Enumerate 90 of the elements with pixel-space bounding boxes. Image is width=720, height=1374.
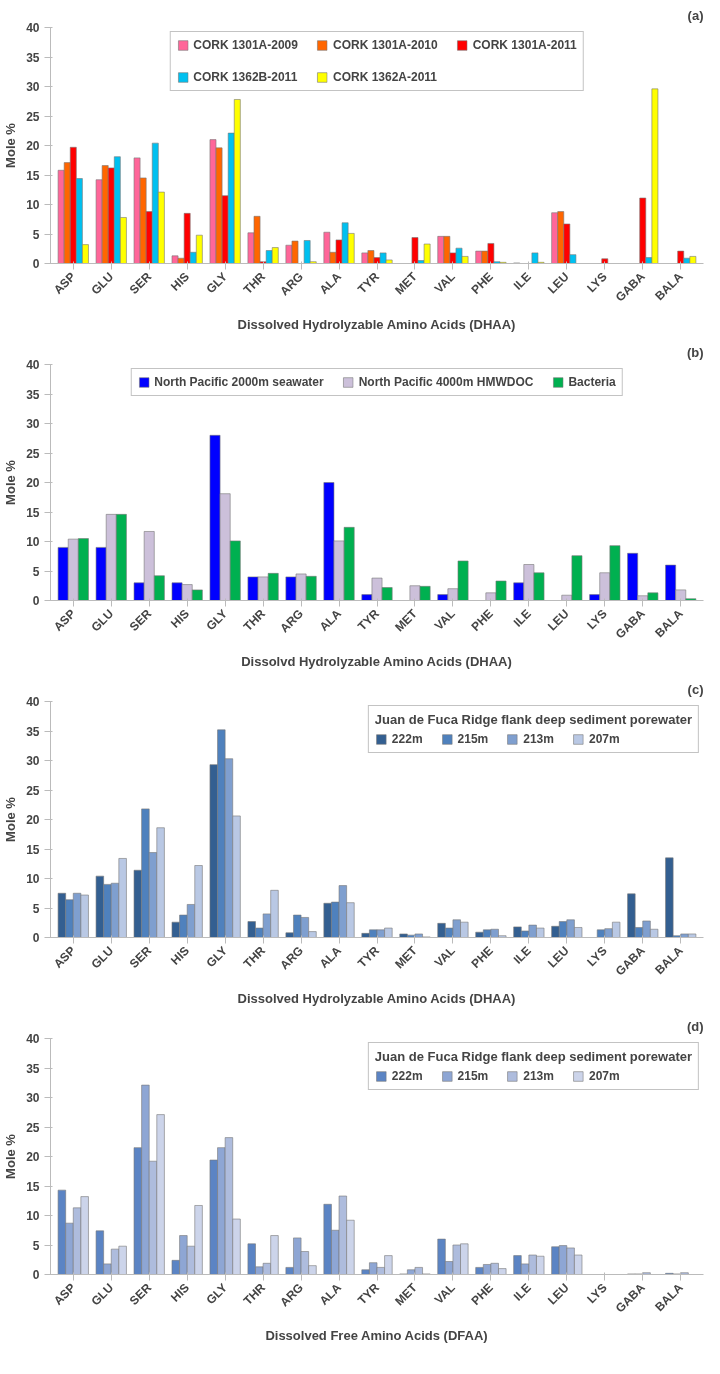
x-axis-title: Dissolved Hydrolyzable Amino Acids (DHAA) — [237, 991, 516, 1007]
x-tick-label: VAL — [431, 606, 458, 633]
y-tick-label: 0 — [32, 594, 40, 608]
y-tick-label: 20 — [26, 1150, 40, 1164]
y-tick-label: 10 — [26, 535, 40, 549]
y-tick-label: 5 — [32, 901, 40, 916]
y-tick-label: 30 — [26, 1091, 40, 1105]
y-tick-label: 25 — [26, 783, 40, 798]
legend-label: CORK 1301A-2009 — [193, 38, 298, 52]
y-tick-label: 20 — [26, 139, 40, 153]
x-axis-title: Dissolved Free Amino Acids (DFAA) — [265, 1328, 488, 1344]
legend-label: North Pacific 2000m seawater — [154, 375, 324, 389]
y-tick-label: 0 — [32, 257, 40, 271]
x-axis-title: Dissolvd Hydrolyzable Amino Acids (DHAA) — [241, 654, 512, 670]
y-tick-label: 10 — [26, 872, 40, 886]
y-tick-label: 5 — [32, 227, 40, 242]
x-tick-label: LYS — [584, 943, 610, 970]
x-tick-label: ILE — [510, 269, 534, 293]
legend-label: CORK 1362B-2011 — [193, 70, 298, 84]
x-axis-title: Dissolved Hydrolyzable Amino Acids (DHAA) — [237, 317, 516, 333]
y-tick-label: 5 — [32, 1238, 40, 1253]
legend-label: 213m — [523, 732, 554, 746]
y-tick-label: 25 — [26, 446, 40, 461]
y-tick-label: 40 — [26, 1032, 40, 1046]
y-tick-label: 20 — [26, 476, 40, 490]
x-tick-label: TYR — [355, 943, 383, 971]
x-tick-label: VAL — [431, 1280, 458, 1307]
legend-label: 215m — [457, 1069, 489, 1083]
y-tick-label: 25 — [26, 1120, 40, 1135]
x-tick-label: LYS — [584, 606, 610, 633]
legend-label: CORK 1362A-2011 — [332, 70, 438, 84]
legend-label: 222m — [391, 1069, 423, 1083]
x-tick-label: THR — [240, 606, 269, 634]
y-tick-label: 0 — [32, 1268, 40, 1282]
legend-label: 207m — [588, 732, 620, 746]
x-tick-label: TYR — [355, 1280, 383, 1308]
y-tick-label: 35 — [26, 1061, 40, 1076]
legend-title: Juan de Fuca Ridge flank deep sediment porewater — [374, 1049, 692, 1064]
legend-label: Bacteria — [568, 375, 616, 389]
x-tick-label: ILE — [510, 606, 534, 630]
y-tick-label: 40 — [26, 358, 40, 372]
x-tick-label: VAL — [431, 943, 458, 970]
legend-label: CORK 1301A-2010 — [332, 38, 438, 52]
y-tick-label: 15 — [26, 1179, 40, 1194]
y-tick-label: 35 — [26, 50, 40, 65]
legend-label: CORK 1301A-2011 — [472, 38, 577, 52]
text: (d) — [686, 1018, 704, 1034]
y-tick-label: 10 — [26, 198, 40, 212]
y-axis-title: Mole % — [3, 122, 19, 168]
y-tick-label: 25 — [26, 109, 40, 124]
x-tick-label: LYS — [584, 1280, 610, 1307]
text: (c) — [687, 681, 704, 697]
x-tick-label: HIS — [168, 269, 193, 294]
legend-label: 215m — [457, 732, 489, 746]
x-tick-label: THR — [240, 943, 269, 971]
x-tick-label: VAL — [431, 269, 458, 296]
y-axis-title: Mole % — [3, 1133, 19, 1179]
x-tick-label: LYS — [584, 269, 610, 296]
text: (b) — [686, 344, 704, 360]
y-tick-label: 30 — [26, 417, 40, 431]
y-tick-label: 40 — [26, 21, 40, 35]
y-tick-label: 10 — [26, 1209, 40, 1223]
x-tick-label: TYR — [355, 269, 383, 297]
x-tick-label: ILE — [510, 1280, 534, 1304]
y-tick-label: 15 — [26, 842, 40, 857]
text: (a) — [687, 7, 704, 23]
x-tick-label: HIS — [168, 1280, 193, 1305]
legend-title: Juan de Fuca Ridge flank deep sediment porewater — [374, 712, 692, 727]
y-tick-label: 35 — [26, 387, 40, 402]
y-tick-label: 40 — [26, 695, 40, 709]
y-tick-label: 15 — [26, 505, 40, 520]
y-tick-label: 0 — [32, 931, 40, 945]
legend-label: 207m — [588, 1069, 620, 1083]
y-tick-label: 35 — [26, 724, 40, 739]
x-tick-label: HIS — [168, 943, 193, 968]
y-tick-label: 20 — [26, 813, 40, 827]
x-tick-label: HIS — [168, 606, 193, 631]
y-tick-label: 30 — [26, 754, 40, 768]
y-tick-label: 5 — [32, 564, 40, 579]
y-tick-label: 30 — [26, 80, 40, 94]
legend-label: 213m — [523, 1069, 554, 1083]
y-tick-label: 15 — [26, 168, 40, 183]
x-tick-label: ILE — [510, 943, 534, 967]
y-axis-title: Mole % — [3, 459, 19, 505]
x-tick-label: TYR — [355, 606, 383, 634]
x-tick-label: THR — [240, 1280, 269, 1308]
y-axis-title: Mole % — [3, 796, 19, 842]
x-tick-label: THR — [240, 269, 269, 297]
legend-label: 222m — [391, 732, 423, 746]
legend-label: North Pacific 4000m HMWDOC — [358, 375, 534, 389]
